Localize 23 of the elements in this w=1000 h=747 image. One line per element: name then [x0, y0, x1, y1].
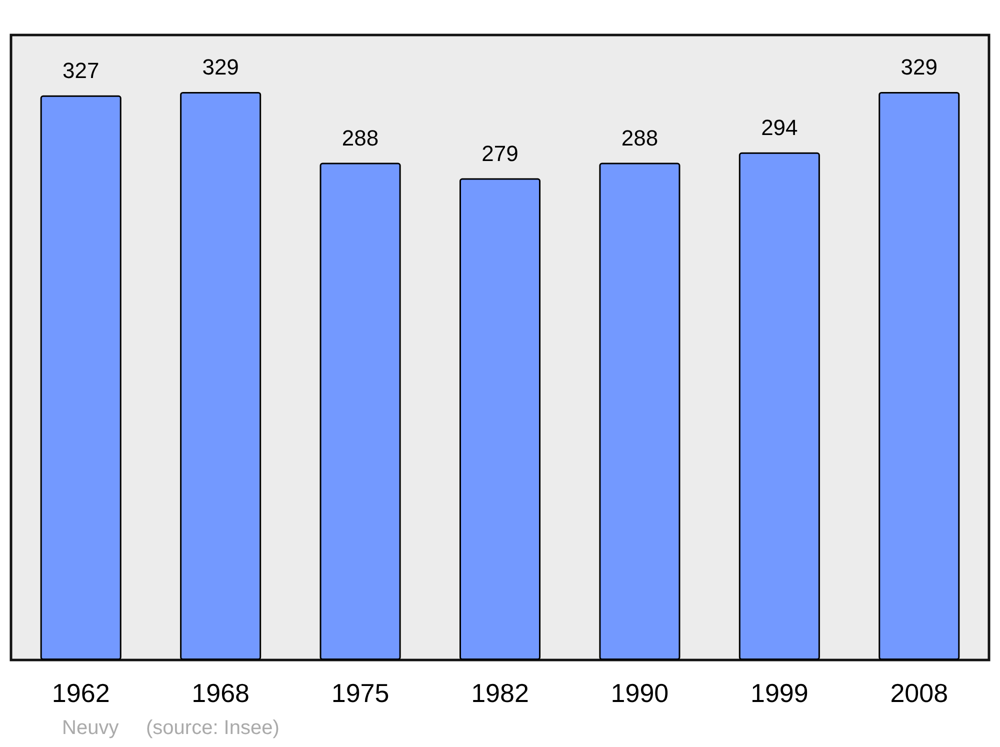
- data-label: 294: [761, 114, 798, 140]
- data-label: 279: [482, 140, 518, 166]
- bar: [180, 92, 262, 660]
- text: (source: Insee): [146, 717, 280, 739]
- bar: [738, 152, 820, 660]
- bar: [320, 162, 401, 660]
- data-label: 288: [342, 125, 379, 150]
- bar: [599, 162, 680, 660]
- bar: [878, 92, 960, 660]
- data-label: 327: [62, 58, 100, 83]
- x-tick-label: 1975: [331, 678, 390, 708]
- data-label: 329: [900, 54, 938, 80]
- data-label: 288: [621, 125, 658, 150]
- x-tick-label: 1990: [610, 678, 669, 708]
- bar: [459, 178, 541, 660]
- data-label: 329: [202, 54, 239, 80]
- bar: [40, 95, 122, 660]
- x-tick-label: 1999: [750, 678, 808, 708]
- x-tick-label: 2008: [890, 678, 948, 708]
- x-tick-label: 1982: [471, 678, 529, 708]
- text: Neuvy: [62, 717, 119, 739]
- x-tick-label: 1968: [192, 678, 250, 708]
- x-tick-label: 1962: [52, 678, 110, 708]
